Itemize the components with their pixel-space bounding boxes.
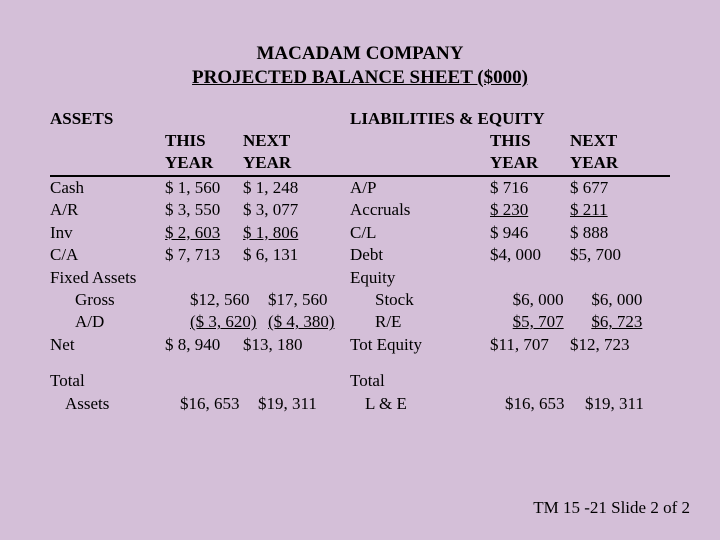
- ar-this: $ 3, 550: [165, 199, 243, 221]
- label-cl: C/L: [350, 222, 490, 244]
- col-year-b2: YEAR: [570, 152, 650, 174]
- stock-this: $6, 000: [513, 289, 592, 311]
- label-accruals: Accruals: [350, 199, 490, 221]
- total-le-this: $16, 653: [505, 393, 585, 415]
- company-name: MACADAM COMPANY: [50, 42, 670, 66]
- ca-next: $ 6, 131: [243, 244, 321, 266]
- ad-next: ($ 4, 380): [268, 311, 346, 333]
- inv-next: $ 1, 806: [243, 222, 321, 244]
- sheet-title: PROJECTED BALANCE SHEET ($000): [50, 66, 670, 90]
- table-row: Fixed Assets Equity: [50, 267, 670, 289]
- ca-this: $ 7, 713: [165, 244, 243, 266]
- col-this-2: THIS: [490, 130, 570, 152]
- balance-sheet: ASSETS LIABILITIES & EQUITY THIS NEXT TH…: [50, 108, 670, 416]
- label-equity: Equity: [350, 267, 490, 289]
- slide-footer: TM 15 -21 Slide 2 of 2: [533, 498, 690, 518]
- ap-next: $ 677: [570, 177, 650, 199]
- label-total-le-2: L & E: [350, 393, 505, 415]
- label-total-assets-2: Assets: [50, 393, 180, 415]
- toteq-next: $12, 723: [570, 334, 650, 356]
- total-assets-this: $16, 653: [180, 393, 258, 415]
- table-row: Inv $ 2, 603 $ 1, 806 C/L $ 946 $ 888: [50, 222, 670, 244]
- table-row: Cash $ 1, 560 $ 1, 248 A/P $ 716 $ 677: [50, 177, 670, 199]
- label-debt: Debt: [350, 244, 490, 266]
- gross-next: $17, 560: [268, 289, 346, 311]
- ap-this: $ 716: [490, 177, 570, 199]
- inv-this: $ 2, 603: [165, 222, 243, 244]
- label-cash: Cash: [50, 177, 165, 199]
- re-next: $6, 723: [591, 311, 670, 333]
- col-next-2: NEXT: [570, 130, 650, 152]
- cl-next: $ 888: [570, 222, 650, 244]
- ar-next: $ 3, 077: [243, 199, 321, 221]
- stock-next: $6, 000: [591, 289, 670, 311]
- ad-this: ($ 3, 620): [190, 311, 268, 333]
- assets-header: ASSETS: [50, 108, 165, 130]
- cl-this: $ 946: [490, 222, 570, 244]
- label-stock: Stock: [350, 289, 513, 311]
- table-row: Net $ 8, 940 $13, 180 Tot Equity $11, 70…: [50, 334, 670, 356]
- label-ar: A/R: [50, 199, 165, 221]
- table-row: Assets $16, 653 $19, 311 L & E $16, 653 …: [50, 393, 670, 415]
- page: MACADAM COMPANY PROJECTED BALANCE SHEET …: [0, 0, 720, 540]
- gross-this: $12, 560: [190, 289, 268, 311]
- debt-next: $5, 700: [570, 244, 650, 266]
- label-gross: Gross: [50, 289, 190, 311]
- accr-this: $ 230: [490, 199, 570, 221]
- col-year-b1: YEAR: [490, 152, 570, 174]
- label-total-assets-1: Total: [50, 370, 165, 392]
- label-net: Net: [50, 334, 165, 356]
- label-ad: A/D: [50, 311, 190, 333]
- table-row: A/R $ 3, 550 $ 3, 077 Accruals $ 230 $ 2…: [50, 199, 670, 221]
- liabilities-header: LIABILITIES & EQUITY: [350, 108, 545, 130]
- label-fixed: Fixed Assets: [50, 267, 165, 289]
- label-ap: A/P: [350, 177, 490, 199]
- re-this: $5, 707: [513, 311, 592, 333]
- label-ca: C/A: [50, 244, 165, 266]
- accr-next: $ 211: [570, 199, 650, 221]
- table-row: Total Total: [50, 370, 670, 392]
- label-toteq: Tot Equity: [350, 334, 490, 356]
- total-le-next: $19, 311: [585, 393, 665, 415]
- col-next-1: NEXT: [243, 130, 321, 152]
- table-row: A/D ($ 3, 620) ($ 4, 380) R/E $5, 707 $6…: [50, 311, 670, 333]
- label-inv: Inv: [50, 222, 165, 244]
- debt-this: $4, 000: [490, 244, 570, 266]
- title-block: MACADAM COMPANY PROJECTED BALANCE SHEET …: [50, 42, 670, 90]
- net-next: $13, 180: [243, 334, 321, 356]
- total-assets-next: $19, 311: [258, 393, 336, 415]
- net-this: $ 8, 940: [165, 334, 243, 356]
- label-total-le-1: Total: [350, 370, 490, 392]
- toteq-this: $11, 707: [490, 334, 570, 356]
- cash-this: $ 1, 560: [165, 177, 243, 199]
- table-row: Gross $12, 560 $17, 560 Stock $6, 000 $6…: [50, 289, 670, 311]
- cash-next: $ 1, 248: [243, 177, 321, 199]
- col-year-a1: YEAR: [165, 152, 243, 174]
- label-re: R/E: [350, 311, 513, 333]
- col-year-a2: YEAR: [243, 152, 321, 174]
- table-row: C/A $ 7, 713 $ 6, 131 Debt $4, 000 $5, 7…: [50, 244, 670, 266]
- col-this-1: THIS: [165, 130, 243, 152]
